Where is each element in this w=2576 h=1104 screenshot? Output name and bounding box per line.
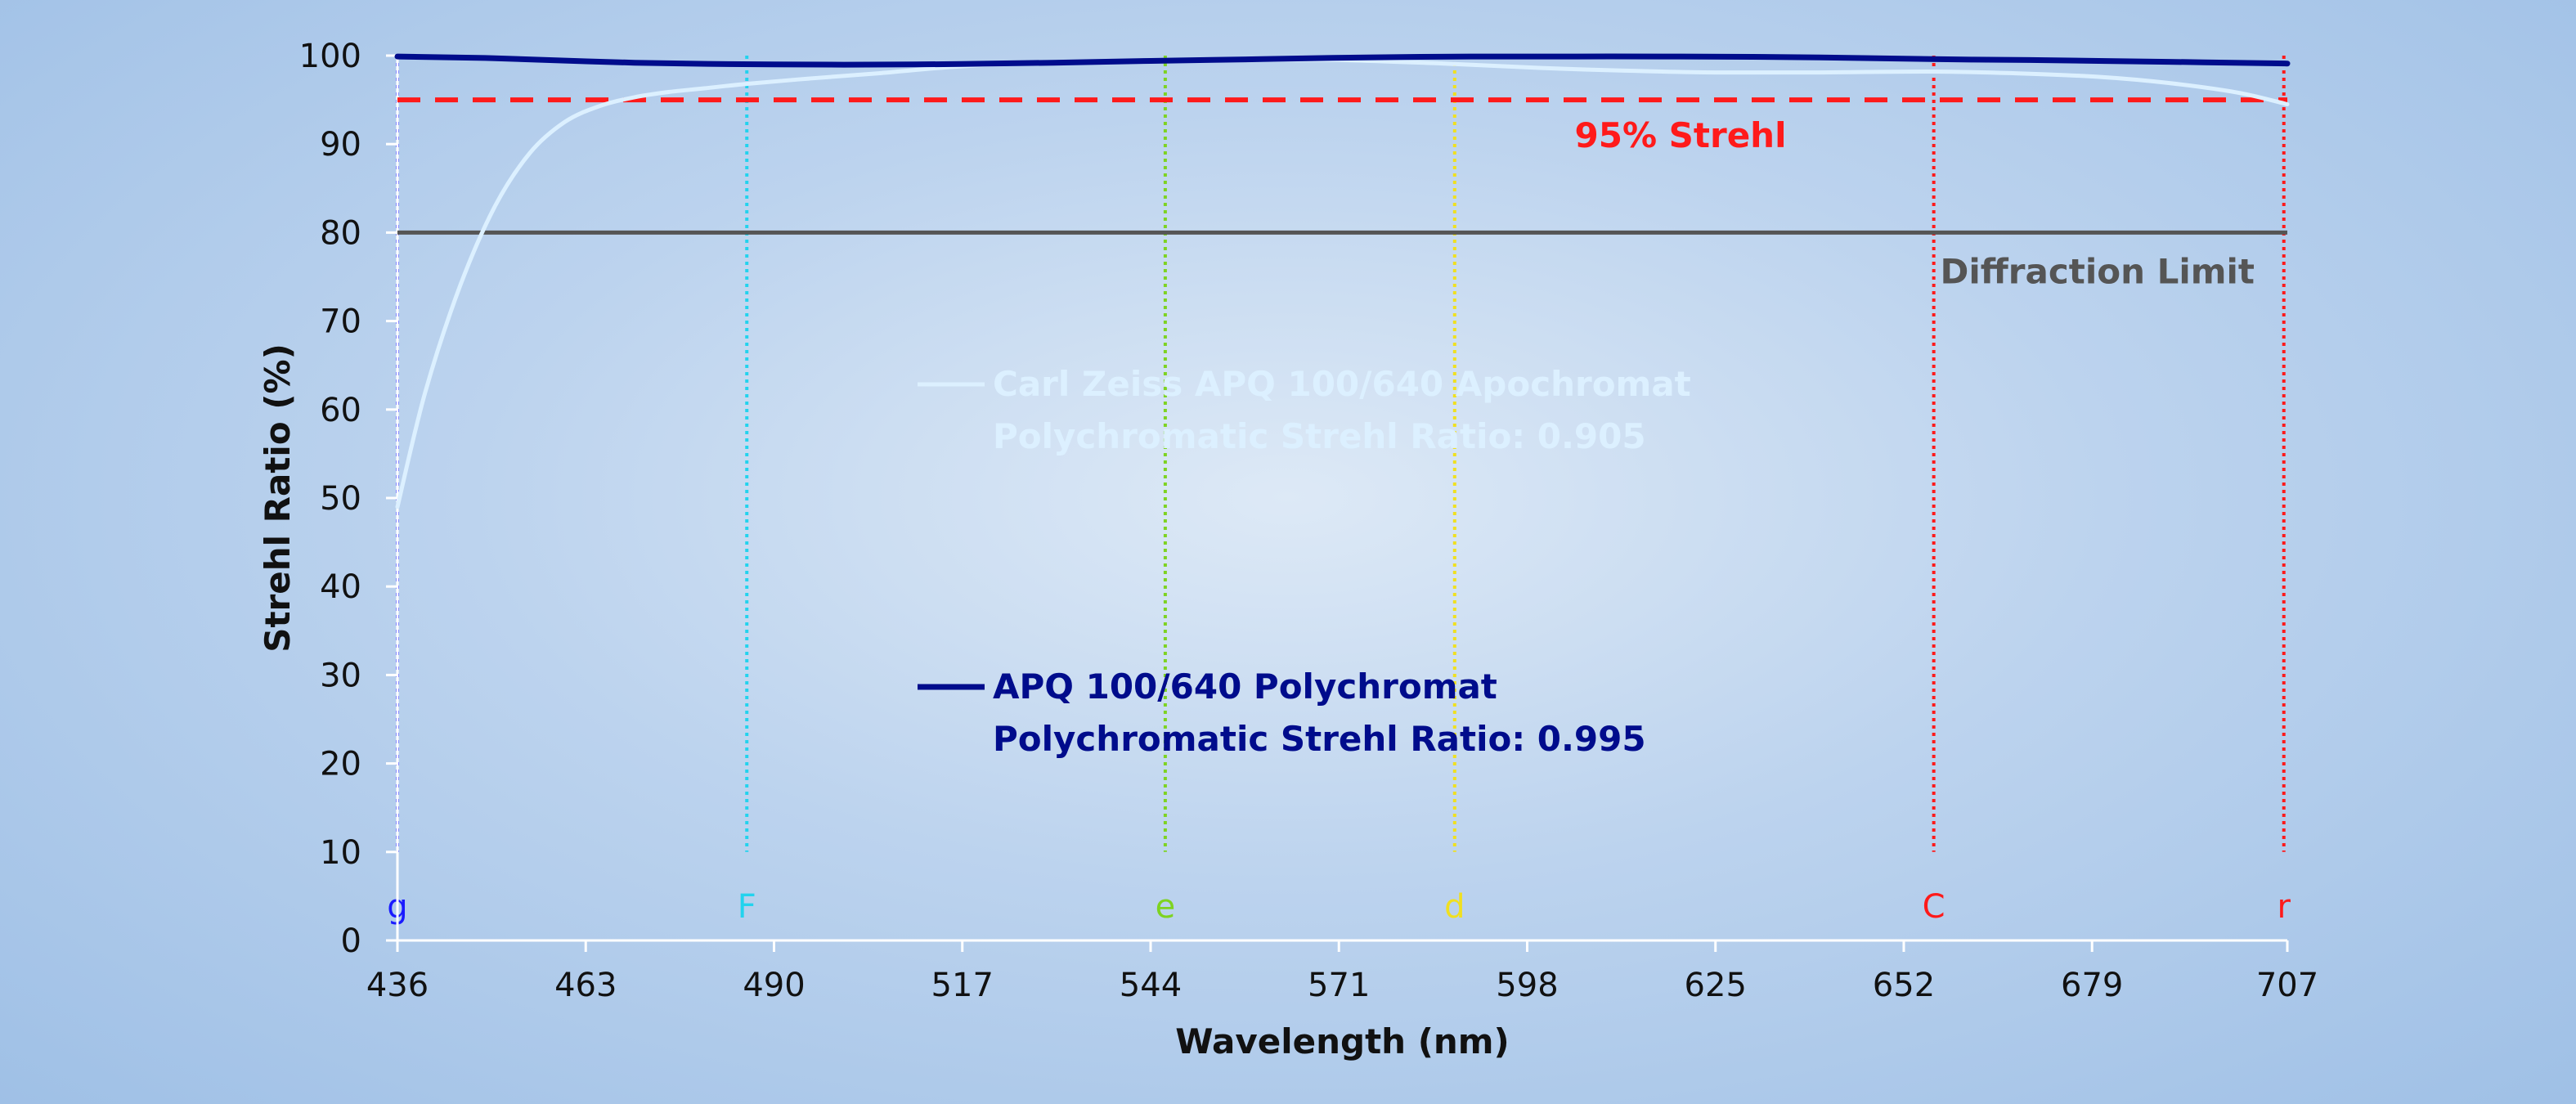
- x-tick-label: 625: [1685, 967, 1747, 1004]
- wavelength-marker-label: r: [2278, 888, 2291, 926]
- legend-label: Polychromatic Strehl Ratio: 0.995: [993, 719, 1646, 759]
- legend-label: APQ 100/640 Polychromat: [993, 666, 1497, 707]
- x-tick-label: 436: [366, 967, 429, 1004]
- legend-label: Carl Zeiss APQ 100/640 Apochromat: [993, 364, 1691, 404]
- x-tick-label: 463: [554, 967, 617, 1004]
- y-tick-label: 40: [320, 568, 361, 606]
- series-line: [394, 53, 2291, 68]
- y-tick-label: 10: [320, 834, 361, 872]
- axes: [396, 56, 2287, 942]
- y-tick-label: 50: [320, 480, 361, 518]
- x-tick-label: 517: [931, 967, 994, 1004]
- y-tick-label: 60: [320, 392, 361, 429]
- y-axis-title: Strehl Ratio (%): [258, 343, 298, 653]
- legend-label: Polychromatic Strehl Ratio: 0.905: [993, 416, 1646, 456]
- wavelength-marker-label: C: [1923, 888, 1945, 926]
- y-tick-label: 30: [320, 657, 361, 694]
- wavelength-marker-label: F: [738, 888, 756, 926]
- reference-lines: 95% Strehl Diffraction Limit: [397, 97, 2287, 291]
- reference-line-label: 95% Strehl: [1575, 115, 1787, 155]
- x-tick-label: 544: [1120, 967, 1182, 1004]
- axis-ticks: 0 10 20 30 40 50 60 70 80 90 100 436 463 490 517 544 571…: [299, 38, 2319, 1004]
- data-series: [394, 53, 2291, 509]
- wavelength-marker-label: d: [1444, 888, 1465, 926]
- wavelength-marker-label: e: [1156, 888, 1176, 926]
- reference-line-label: Diffraction Limit: [1941, 251, 2255, 291]
- x-tick-label: 571: [1308, 967, 1370, 1004]
- x-axis-title: Wavelength (nm): [1175, 1021, 1510, 1061]
- y-tick-label: 90: [320, 126, 361, 164]
- x-tick-label: 652: [1873, 967, 1935, 1004]
- x-tick-label: 598: [1496, 967, 1558, 1004]
- y-tick-label: 70: [320, 303, 361, 341]
- y-tick-label: 100: [299, 38, 361, 75]
- y-tick-label: 0: [341, 922, 361, 960]
- x-tick-label: 707: [2256, 967, 2318, 1004]
- x-tick-label: 490: [743, 967, 805, 1004]
- legend: Carl Zeiss APQ 100/640 Apochromat Polychr…: [918, 364, 1691, 759]
- x-tick-label: 679: [2061, 967, 2123, 1004]
- y-tick-label: 20: [320, 746, 361, 783]
- y-tick-label: 80: [320, 214, 361, 252]
